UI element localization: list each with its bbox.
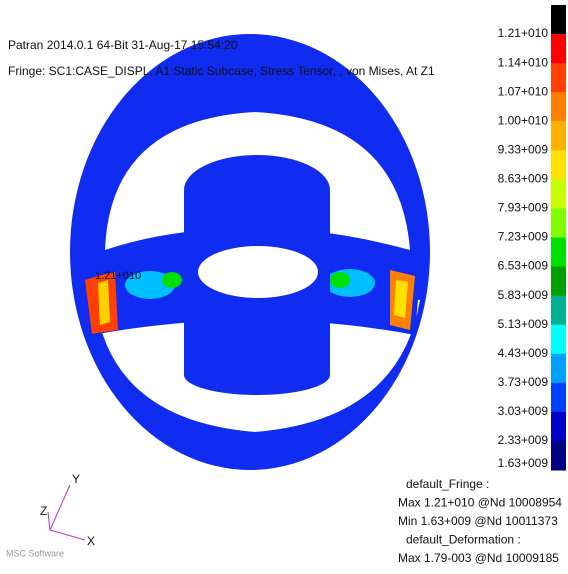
legend-label: 5.13+009: [498, 317, 549, 331]
legend-swatch: [551, 383, 566, 413]
y-axis-label: Y: [72, 472, 80, 486]
inner-bottom: [184, 355, 330, 395]
patran-viewport: Patran 2014.0.1 64-Bit 31-Aug-17 15:54:2…: [0, 0, 568, 569]
mid-right-core: [330, 272, 350, 288]
legend-swatch: [551, 238, 566, 268]
header-line2: Fringe: SC1:CASE_DISPL, A1:Static Subcas…: [8, 64, 435, 78]
legend-swatch: [551, 92, 566, 122]
max-annotation: 1.21+010: [95, 270, 141, 282]
legend-label: 7.23+009: [498, 230, 549, 244]
legend-swatch: [551, 267, 566, 297]
z-axis-label: Z: [40, 504, 47, 518]
legend-swatch: [551, 63, 566, 93]
footer-line: Min 1.63+009 @Nd 10011373: [398, 514, 558, 528]
x-axis-label: X: [87, 534, 95, 548]
legend-swatch: [551, 412, 566, 442]
legend-label: 6.53+009: [498, 259, 549, 273]
legend-label: 9.33+009: [498, 142, 549, 156]
legend-label: 2.33+009: [498, 433, 549, 447]
legend-swatch: [551, 296, 566, 326]
legend-label: 7.93+009: [498, 201, 549, 215]
legend-swatch: [551, 150, 566, 180]
footer-line: default_Deformation :: [406, 533, 521, 547]
legend-swatch: [551, 208, 566, 238]
legend-label: 1.14+010: [498, 55, 549, 69]
legend-label: 1.21+010: [498, 26, 549, 40]
footer-line: Max 1.79-003 @Nd 10009185: [398, 551, 559, 565]
footer-line: default_Fringe :: [406, 477, 489, 491]
legend-label: 8.63+009: [498, 172, 549, 186]
legend-label: 4.43+009: [498, 346, 549, 360]
header-line1: Patran 2014.0.1 64-Bit 31-Aug-17 15:54:2…: [8, 38, 238, 52]
legend-swatch: [551, 5, 566, 35]
legend-swatch: [551, 179, 566, 209]
legend-label: 1.07+010: [498, 84, 549, 98]
legend-swatch: [551, 121, 566, 151]
inner-hole: [198, 246, 318, 298]
footer-line: Max 1.21+010 @Nd 10008954: [398, 496, 562, 510]
legend-label: 5.83+009: [498, 288, 549, 302]
legend-label: 3.73+009: [498, 375, 549, 389]
legend-label: 1.00+010: [498, 113, 549, 127]
logo: MSC Software: [6, 548, 64, 558]
legend-label: 3.03+009: [498, 404, 549, 418]
mid-left-core: [162, 272, 182, 288]
inner-top: [184, 155, 330, 225]
model: [70, 34, 430, 470]
legend-swatch: [551, 34, 566, 64]
legend-swatch: [551, 354, 566, 384]
legend-swatch: [551, 441, 566, 471]
hot-left-core: [98, 280, 110, 325]
legend-swatch: [551, 325, 566, 355]
legend-label: 1.63+009: [498, 456, 549, 470]
